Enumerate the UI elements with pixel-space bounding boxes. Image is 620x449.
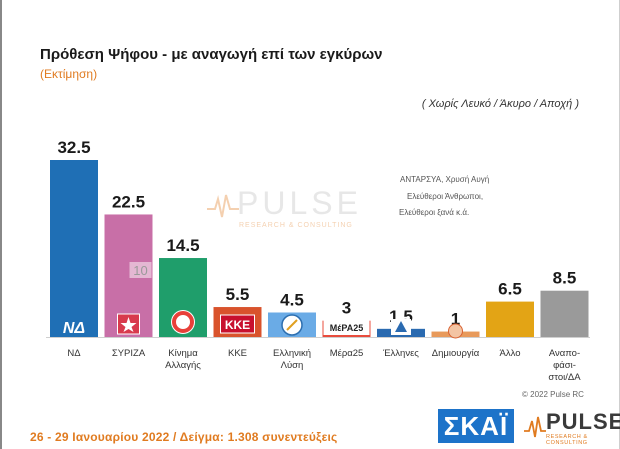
chart-subtitle: (Εκτίμηση)	[40, 67, 98, 81]
pulse-logo-name: PULSE	[546, 409, 620, 434]
pulse-logo-sub: RESEARCH & CONSULTING	[546, 434, 588, 446]
watermark-sub: RESEARCH & CONSULTING	[239, 222, 353, 229]
category-label: στοι/ΔΑ	[548, 372, 581, 383]
other-parties-line-1: ΑΝΤΑΡΣΥΑ, Χρυσή Αυγή	[400, 175, 490, 184]
bar-value-label: 5.5	[226, 285, 250, 304]
nd-logo: ΝΔ	[63, 320, 86, 337]
category-label: Ελληνική	[273, 348, 311, 359]
copyright: © 2022 Pulse RC	[522, 390, 584, 399]
category-label: Μέρα25	[330, 348, 364, 359]
pulse-wave-icon	[207, 194, 239, 218]
bar-value-label: 4.5	[280, 290, 304, 309]
category-label: Άλλο	[500, 348, 521, 359]
category-label: ΚΚΕ	[228, 348, 247, 359]
pulse-logo-wave-icon	[524, 416, 546, 438]
pulse-watermark: PULSE RESEARCH & CONSULTING	[207, 185, 358, 237]
watermark-name: PULSE	[237, 185, 362, 221]
kinal-ring-icon	[172, 311, 194, 333]
bar-value-label: 6.5	[498, 280, 522, 299]
exclusion-note: ( Χωρίς Λευκό / Άκυρο / Αποχή )	[421, 98, 579, 110]
kke-logo: ΚΚΕ	[225, 318, 250, 332]
bar-value-label: 14.5	[166, 236, 199, 255]
category-label: ΣΥΡΙΖΑ	[112, 348, 146, 359]
mera25-logo-box	[323, 320, 370, 335]
bar-10	[540, 290, 589, 337]
chart-title: Πρόθεση Ψήφου - με αναγωγή επί των εγκύρ…	[40, 46, 383, 63]
category-label: Δημιουργία	[432, 348, 480, 359]
category-label: Κίνημα	[168, 348, 198, 359]
kke-logo-box	[220, 314, 255, 334]
bar-9	[486, 301, 534, 337]
dimiourgia-logo	[448, 323, 463, 339]
category-label: φάσι-	[553, 360, 576, 371]
bar-value-label: 8.5	[553, 269, 577, 288]
other-parties-line-2: Ελεύθεροι Άνθρωποι,	[407, 192, 484, 201]
syriza-inner-box	[129, 262, 152, 278]
category-label: Αναπο-	[549, 348, 580, 359]
category-label: Έλληνες	[382, 348, 419, 359]
syriza-star-icon	[120, 317, 137, 332]
bar-value-label: 3	[342, 299, 351, 318]
category-label: Λύση	[281, 360, 304, 371]
skai-logo: ΣΚΑΪ	[438, 409, 514, 443]
compass-needle-icon	[286, 319, 298, 331]
other-parties-line-3: Ελεύθεροι ξανά κ.ά.	[399, 208, 470, 217]
ellines-emblem-icon	[395, 321, 407, 332]
syriza-inner-value: 10	[133, 263, 147, 278]
bar-value-label: 22.5	[112, 192, 145, 211]
bar-value-label: 32.5	[57, 138, 90, 157]
bar-value-label: 1	[451, 310, 460, 329]
fieldwork-info: 26 - 29 Ιανουαρίου 2022 / Δείγμα: 1.308 …	[30, 430, 338, 444]
category-label: ΝΔ	[67, 348, 81, 359]
mera25-logo: ΜέΡΑ25	[330, 323, 363, 333]
category-label: Αλλαγής	[165, 360, 201, 371]
pulse-logo: PULSE RESEARCH & CONSULTING	[524, 409, 620, 446]
bar-1	[50, 160, 98, 337]
